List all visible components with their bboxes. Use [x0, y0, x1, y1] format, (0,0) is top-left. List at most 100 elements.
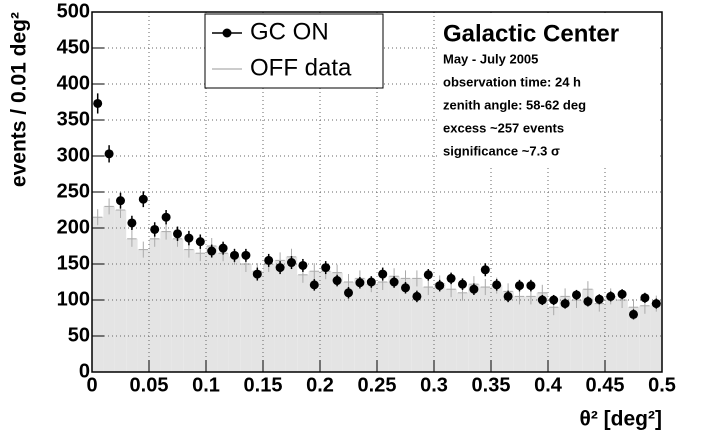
- annotation: significance ~7.3 σ: [443, 143, 560, 158]
- point: [309, 280, 319, 290]
- off-bar: [92, 217, 104, 372]
- off-bar: [559, 296, 571, 372]
- off-bar: [171, 238, 184, 372]
- off-bar: [388, 276, 400, 372]
- x-tick-label: 0.15: [244, 374, 283, 396]
- off-bar: [263, 264, 275, 372]
- point: [446, 273, 456, 283]
- y-tick-label: 300: [57, 144, 90, 166]
- off-bar: [377, 282, 389, 372]
- point: [355, 278, 365, 288]
- off-bar: [399, 278, 412, 372]
- x-tick-label: 0.5: [648, 374, 676, 396]
- off-bar: [331, 272, 343, 372]
- y-tick-label: 50: [68, 324, 90, 346]
- point: [572, 290, 581, 300]
- point: [515, 281, 524, 291]
- off-bar: [468, 284, 480, 372]
- x-tick-label: 0: [86, 374, 97, 396]
- off-bar: [491, 285, 503, 372]
- x-tick-label: 0.35: [472, 374, 511, 396]
- x-tick-label: 0.2: [306, 374, 334, 396]
- off-bar: [445, 289, 457, 372]
- x-tick-label: 0.1: [192, 374, 220, 396]
- off-bar: [285, 256, 298, 372]
- off-bar: [513, 296, 526, 372]
- off-bar: [103, 206, 115, 372]
- annotation: excess ~257 events: [443, 120, 564, 135]
- y-tick-label: 500: [57, 0, 90, 22]
- point: [161, 212, 171, 222]
- off-bar: [251, 271, 263, 372]
- point: [138, 194, 148, 204]
- point: [230, 250, 239, 260]
- y-tick-label: 400: [57, 72, 90, 94]
- y-tick-label: 200: [57, 216, 90, 238]
- off-bar: [582, 289, 594, 372]
- legend-marker: [222, 28, 232, 38]
- y-tick-label: 150: [57, 252, 90, 274]
- point: [366, 277, 376, 287]
- point: [241, 250, 251, 260]
- x-tick-label: 0.3: [420, 374, 448, 396]
- point: [640, 293, 650, 303]
- off-bar: [320, 271, 332, 372]
- point: [594, 294, 604, 304]
- off-bar: [502, 291, 514, 372]
- x-axis-label: θ² [deg²]: [580, 408, 663, 431]
- off-bar: [411, 278, 423, 372]
- y-tick-label: 250: [57, 180, 90, 202]
- point: [173, 229, 182, 239]
- point: [423, 270, 433, 280]
- off-bar: [126, 238, 138, 372]
- x-tick-label: 0.4: [534, 374, 563, 396]
- off-bar: [456, 292, 469, 372]
- point: [252, 269, 262, 279]
- point: [435, 281, 445, 291]
- annotation: zenith angle: 58-62 deg: [443, 97, 586, 112]
- point: [298, 260, 308, 270]
- off-bar: [627, 307, 640, 372]
- off-bar: [639, 305, 651, 372]
- off-bar: [274, 260, 286, 372]
- y-tick-label: 450: [57, 36, 90, 58]
- off-bar: [240, 264, 252, 372]
- off-bar: [422, 287, 434, 372]
- point: [389, 277, 399, 287]
- point: [492, 280, 502, 290]
- point: [218, 243, 228, 253]
- point: [583, 296, 593, 306]
- legend-label: OFF data: [250, 54, 352, 81]
- off-bar: [228, 256, 241, 372]
- y-axis-label: events / 0.01 deg²: [8, 12, 31, 187]
- legend-box: [204, 13, 384, 89]
- point: [116, 196, 125, 206]
- off-bar: [365, 284, 377, 372]
- point: [629, 309, 638, 319]
- point: [469, 284, 479, 294]
- point: [207, 246, 217, 256]
- point: [526, 281, 536, 291]
- point: [560, 299, 570, 309]
- point: [264, 255, 274, 265]
- point: [606, 291, 616, 301]
- annotation: Galactic Center: [443, 20, 619, 47]
- off-bar: [536, 292, 548, 372]
- point: [480, 265, 490, 275]
- point: [378, 269, 388, 279]
- off-bar: [206, 246, 218, 372]
- point: [549, 295, 559, 305]
- y-tick-label: 100: [57, 288, 90, 310]
- point: [503, 291, 513, 301]
- info-box: [438, 16, 660, 166]
- off-bar: [525, 296, 537, 372]
- point: [401, 283, 410, 293]
- off-bar: [114, 210, 127, 372]
- off-bar: [342, 282, 355, 372]
- point: [195, 237, 205, 247]
- off-bar: [308, 271, 320, 372]
- point: [184, 233, 194, 243]
- off-bar: [650, 303, 662, 372]
- y-tick-label: 350: [57, 108, 90, 130]
